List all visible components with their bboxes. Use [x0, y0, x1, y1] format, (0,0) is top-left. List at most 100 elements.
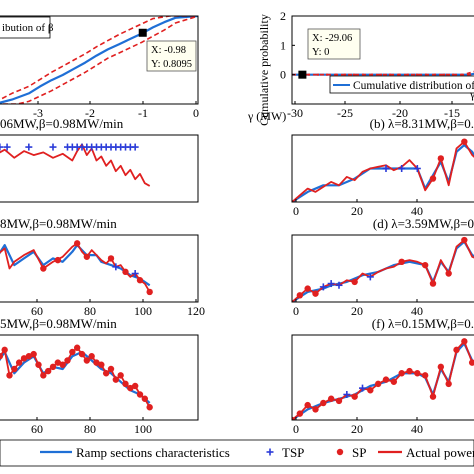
- sp-marker: [421, 261, 429, 269]
- sp-marker: [453, 346, 460, 354]
- legend-tsp-label: TSP: [282, 445, 304, 460]
- sp-marker: [304, 285, 311, 292]
- plot-area: [292, 138, 474, 202]
- panel-f-chart: 0 20 40 (f) λ=0.15MW,β=0.: [291, 316, 474, 436]
- tsp-marker: [343, 391, 351, 398]
- sp-marker: [122, 268, 129, 276]
- sp-marker: [78, 350, 86, 358]
- tsp-marker: [319, 283, 327, 291]
- sp-marker: [107, 365, 115, 373]
- zero-line-dot: [334, 73, 338, 76]
- x-tick-label: -25: [337, 106, 353, 120]
- panel-title: 8MW,β=0.98MW/min: [0, 216, 117, 231]
- tsp-marker: [413, 165, 421, 172]
- plot-area: [292, 236, 474, 302]
- sp-marker: [146, 404, 153, 411]
- cdf-gamma-frame: [291, 15, 474, 105]
- x-tick-label: 20: [351, 422, 363, 436]
- sp-marker: [83, 357, 91, 364]
- tsp-marker: [131, 270, 139, 278]
- sp-marker: [461, 338, 468, 345]
- y-tick-label: 2: [280, 9, 286, 23]
- x-tick-label: 60: [31, 304, 43, 318]
- cdf-beta-legend-box: [0, 16, 51, 39]
- sp-marker: [59, 361, 66, 368]
- x-tick-label: 40: [411, 422, 423, 436]
- panel-c-chart: 60 80 100 120 8MW,β=0.98MW/min: [0, 216, 205, 318]
- sp-marker: [335, 397, 343, 405]
- panel-e-chart: 60 80 100 5MW,β=0.98MW/min: [0, 316, 199, 436]
- plot-area: [0, 143, 151, 187]
- cdf-beta-plot-area: [0, 16, 198, 104]
- legend-tsp-marker: [266, 448, 274, 456]
- x-tick-label: -1: [138, 106, 148, 120]
- x-tick-label: -20: [392, 106, 408, 120]
- sp-marker: [367, 387, 374, 394]
- cdf-gamma-plot-area: [292, 70, 474, 76]
- datatip-x-text: X: -0.98: [151, 45, 186, 56]
- sp-marker: [406, 367, 413, 375]
- x-tick-label: 80: [84, 304, 96, 318]
- sp-marker: [296, 292, 304, 299]
- sp-marker: [127, 384, 134, 392]
- sp-marker: [445, 380, 452, 388]
- sp-marker: [0, 353, 4, 360]
- panel-title: (d) λ=3.59MW,β=0: [373, 216, 474, 231]
- zero-line-dot: [307, 73, 311, 76]
- panel-frame: [0, 234, 199, 303]
- zero-line-dot: [424, 73, 428, 76]
- tsp-marker: [366, 273, 374, 281]
- sp-marker: [429, 393, 437, 400]
- sp-marker: [390, 378, 398, 385]
- sp-marker: [93, 359, 100, 366]
- sp-marker: [437, 155, 445, 162]
- x-tick-label: 80: [84, 422, 96, 436]
- plot-area: [292, 338, 474, 420]
- confidence-bound-line: [0, 16, 198, 101]
- sp-marker: [136, 277, 144, 284]
- datatip-y-text: Y: 0.8095: [151, 59, 192, 70]
- zero-line-dot: [460, 73, 464, 76]
- sp-marker: [112, 376, 120, 383]
- cdf-gamma-xlabel: γ (MW): [247, 109, 286, 123]
- sp-marker: [6, 372, 13, 379]
- sp-marker: [102, 370, 110, 377]
- datatip-marker: [138, 28, 147, 37]
- sp-marker: [25, 353, 33, 360]
- panel-frame: [0, 134, 199, 203]
- x-tick-label: 20: [351, 204, 363, 218]
- tsp-marker: [382, 165, 390, 172]
- actual-power-line: [0, 242, 151, 293]
- sp-marker: [437, 363, 445, 371]
- sp-marker: [15, 359, 23, 366]
- sp-marker: [44, 367, 52, 375]
- sp-marker: [312, 290, 319, 297]
- datatip-box: [146, 40, 197, 72]
- zero-line-dot: [379, 73, 383, 76]
- confidence-bound-line: [292, 73, 474, 76]
- ramp-section-line: [292, 144, 474, 202]
- x-tick-label: -30: [287, 106, 303, 120]
- sp-marker: [40, 372, 47, 379]
- x-tick-label: -15: [444, 106, 460, 120]
- sp-marker: [136, 391, 144, 398]
- zero-line-dot: [343, 73, 347, 76]
- sp-marker: [382, 376, 390, 383]
- x-tick-label: 120: [187, 304, 205, 318]
- x-tick-label: 0: [293, 422, 299, 436]
- tsp-marker: [25, 143, 33, 151]
- sp-marker: [88, 353, 95, 360]
- zero-line-dot: [325, 73, 329, 76]
- sp-marker: [327, 395, 335, 402]
- legend-sp-label: SP: [352, 445, 366, 460]
- x-tick-label: 60: [31, 422, 43, 436]
- panel-frame: [0, 334, 199, 421]
- sp-marker: [54, 256, 62, 264]
- tsp-marker: [112, 263, 120, 271]
- sp-marker: [398, 258, 405, 265]
- sp-marker: [461, 138, 468, 145]
- actual-power-line: [0, 143, 151, 187]
- sp-marker: [1, 346, 8, 354]
- tsp-marker: [0, 143, 4, 151]
